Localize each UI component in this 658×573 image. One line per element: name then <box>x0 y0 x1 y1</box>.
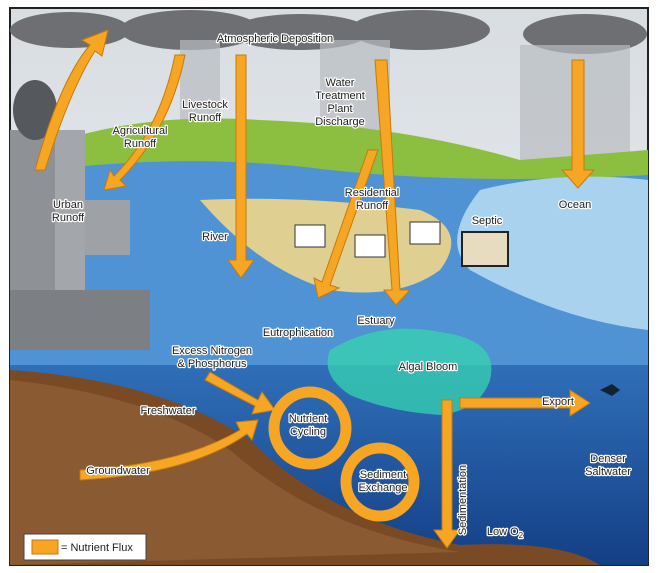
label-line: Runoff <box>52 212 85 224</box>
label-line: Eutrophication <box>263 327 333 339</box>
label-line: Runoff <box>356 200 389 212</box>
label-line: Saltwater <box>585 466 631 478</box>
label-line: Runoff <box>189 112 222 124</box>
diagram-label: Ocean <box>559 199 591 211</box>
diagram-label: Excess Nitrogen& Phosphorus <box>172 345 252 370</box>
label-line: Septic <box>472 215 503 227</box>
label-line: Ocean <box>559 199 591 211</box>
label-line: Exchange <box>359 482 408 494</box>
diagram-label: Estuary <box>357 315 395 327</box>
diagram-label: Freshwater <box>140 405 195 417</box>
legend-swatch <box>32 540 58 554</box>
diagram-label: Groundwater <box>86 465 150 477</box>
label-line: Livestock <box>182 99 228 111</box>
nutrient-diagram: = Nutrient Flux Atmospheric Deposition Li… <box>0 0 658 573</box>
label-line: Cycling <box>290 426 326 438</box>
label-line: Denser <box>590 453 626 465</box>
label-line: River <box>202 231 228 243</box>
label-line: Sediment <box>360 469 406 481</box>
legend: = Nutrient Flux <box>24 534 146 560</box>
diagram-label: Low O2 <box>487 526 524 540</box>
legend-label: = Nutrient Flux <box>61 542 133 554</box>
label-line: Runoff <box>124 138 157 150</box>
label-line: Treatment <box>315 90 365 102</box>
label-line: Groundwater <box>86 465 150 477</box>
diagram-label: Atmospheric Deposition <box>217 33 333 45</box>
label-line: Water <box>326 77 355 89</box>
label-line: Discharge <box>315 116 365 128</box>
label-line: Residential <box>345 187 399 199</box>
label-line: Excess Nitrogen <box>172 345 252 357</box>
label-line: Urban <box>53 199 83 211</box>
diagram-label: Export <box>542 396 574 408</box>
diagram-label: Sedimentation <box>457 465 469 535</box>
label-line: Freshwater <box>140 405 195 417</box>
label-line: Plant <box>327 103 352 115</box>
label-line: & Phosphorus <box>177 358 247 370</box>
label-line: Sedimentation <box>457 465 469 535</box>
label-line: Export <box>542 396 574 408</box>
label-subscript: 2 <box>519 531 524 540</box>
diagram-label: Eutrophication <box>263 327 333 339</box>
label-line: Low O <box>487 526 519 538</box>
label-line: Atmospheric Deposition <box>217 33 333 45</box>
diagram-label: Septic <box>472 215 503 227</box>
label-line: Estuary <box>357 315 395 327</box>
label-line: Algal Bloom <box>399 361 458 373</box>
diagram-label: Algal Bloom <box>399 361 458 373</box>
diagram-label: River <box>202 231 228 243</box>
label-line: Nutrient <box>289 413 328 425</box>
label-line: Agricultural <box>112 125 167 137</box>
